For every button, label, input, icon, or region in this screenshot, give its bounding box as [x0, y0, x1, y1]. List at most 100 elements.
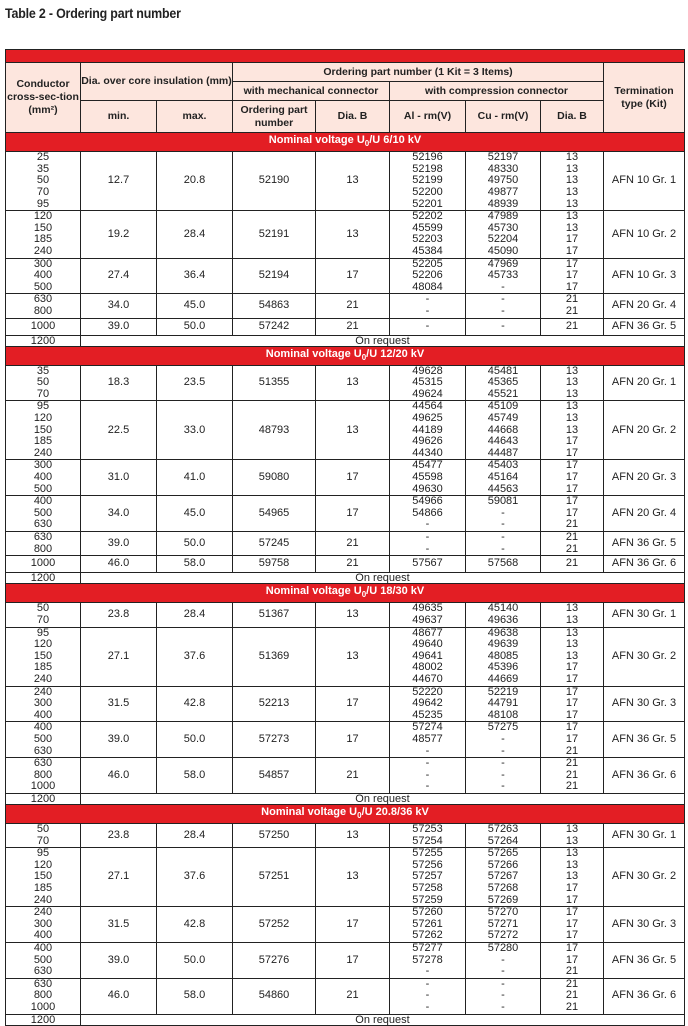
cross-section-cell: 120 150 185 240	[5, 210, 81, 259]
cu-part-cell: 57275- -	[465, 721, 541, 759]
cross-section-cell-value: 630	[33, 531, 53, 543]
cu-part-cell-value: 45164	[487, 471, 519, 484]
cu-part-cell: 45109 45749 44668 44643 44487	[465, 400, 541, 461]
mechanical-dia-cell: 21	[315, 293, 390, 319]
mechanical-dia-cell: 17	[315, 721, 390, 759]
cross-section-cell-value: 800	[33, 768, 53, 781]
al-part-cell-value: 54866	[412, 506, 443, 519]
request-size-cell: 1200	[5, 1013, 81, 1026]
min-cell: 27.1	[80, 626, 157, 687]
compression-dia-cell-value: 17	[565, 697, 579, 710]
section-voltage-heading: Nominal voltage U0/U 12/20 kV	[4, 345, 686, 366]
cross-section-cell: 240 300 400	[5, 906, 81, 943]
cu-part-cell-value: 44643	[487, 435, 519, 448]
min-cell: 23.8	[80, 602, 157, 628]
al-part-cell-value: 45598	[412, 471, 443, 484]
cross-section-cell: 95 120 150 185 240	[5, 847, 81, 908]
cross-section-cell-value: 95	[36, 847, 50, 860]
compression-dia-cell-value: 13	[565, 858, 579, 871]
cu-part-cell-value: -	[501, 744, 505, 757]
cu-part-cell: 52219 44791 48108	[465, 685, 541, 723]
al-part-cell-value: 49625	[412, 412, 443, 425]
cu-part-cell-value: 57263	[487, 823, 519, 836]
cu-part-cell-value: 59081	[487, 495, 519, 508]
cu-part-cell-value: 45733	[487, 269, 519, 282]
max-cell: 50.0	[156, 317, 233, 336]
min-cell: 46.0	[80, 977, 157, 1015]
cross-section-cell: 35 50 70	[5, 364, 81, 402]
cross-section-cell-value: 300	[33, 697, 53, 710]
al-part-cell-value: 54966	[412, 495, 443, 508]
al-part-cell-value: 48084	[412, 280, 443, 293]
compression-dia-cell-value: 13	[565, 221, 579, 234]
al-part-cell: 45477 45598 49630	[389, 459, 466, 497]
cu-part-cell-value: -	[501, 989, 505, 1002]
mechanical-part-cell: 59080	[232, 459, 316, 497]
cu-part-cell: --	[465, 530, 541, 557]
cross-section-cell-value: 630	[33, 757, 53, 770]
cu-part-cell-value: 57268	[487, 882, 519, 895]
cross-section-cell-value: 35	[36, 162, 50, 175]
al-part-cell-value: 52206	[412, 269, 443, 282]
al-part-cell-value: 52202	[412, 210, 443, 223]
termination-cell: AFN 30 Gr. 1	[602, 602, 686, 628]
voltage-subscript: 0	[361, 352, 367, 362]
cu-part-cell-value: 49877	[487, 185, 519, 198]
al-part-cell-value: 49628	[412, 364, 443, 377]
on-request-row: 1200 On request	[5, 792, 686, 805]
al-part-cell-value: 57259	[412, 893, 443, 906]
al-part-cell: 54966 54866-	[389, 495, 466, 532]
compression-dia-cell: 17 17 21	[540, 942, 604, 979]
compression-dia-cell-value: 13	[565, 412, 579, 425]
cross-section-cell-value: 240	[33, 906, 53, 919]
compression-dia-cell-value: 17	[565, 708, 579, 721]
mechanical-part-cell: 54860	[232, 977, 316, 1015]
cross-section-cell-value: 240	[33, 685, 53, 698]
voltage-suffix: /U 18/30 kV	[366, 585, 425, 598]
header-min: min.	[80, 100, 157, 133]
on-request-cell: On request	[79, 572, 686, 585]
cross-section-cell-value: 50	[36, 602, 50, 615]
cross-section-cell-value: 185	[33, 882, 53, 895]
al-part-cell-value: 49635	[412, 602, 443, 615]
max-cell: 45.0	[156, 495, 233, 532]
table-row: 1000 46.0 58.0 59758 21 57567 57568 21 AFN 36 Gr…	[5, 555, 686, 574]
cross-section-cell: 630 800 1000	[5, 757, 81, 794]
termination-cell: AFN 20 Gr. 3	[602, 459, 686, 497]
compression-dia-cell-value: 13	[565, 626, 579, 639]
cu-part-cell-value: -	[501, 293, 505, 306]
al-part-cell: 52220 49642 45235	[389, 685, 466, 723]
max-cell: 45.0	[156, 293, 233, 319]
mechanical-part-cell: 57245	[232, 530, 316, 557]
mechanical-part-cell: 57251	[232, 847, 316, 908]
al-part-cell: ---	[389, 757, 466, 794]
compression-dia-cell-value: 21	[565, 757, 579, 770]
voltage-prefix: Nominal voltage U	[265, 585, 362, 598]
termination-cell: AFN 30 Gr. 3	[602, 906, 686, 943]
cu-part-cell-value: 44669	[487, 672, 519, 685]
compression-dia-cell-value: 13	[565, 376, 579, 389]
al-part-cell: 48677 49640 49641 48002 44670	[389, 626, 466, 687]
cu-part-cell: 49638 49639 48085 45396 44669	[465, 626, 541, 687]
cross-section-cell-value: 185	[33, 233, 53, 246]
compression-dia-cell-value: 17	[565, 882, 579, 895]
cross-section-cell-value: 95	[36, 400, 50, 413]
compression-dia-cell-value: 21	[565, 744, 579, 757]
cu-part-cell: -	[465, 317, 541, 336]
cross-section-cell-value: 120	[33, 858, 53, 871]
compression-dia-cell: 17 17 17	[540, 459, 604, 497]
al-part-cell: 57277 57278-	[389, 942, 466, 979]
termination-cell: AFN 30 Gr. 2	[602, 847, 686, 908]
table-row: 1000 39.0 50.0 57242 21- -21 AFN 36 Gr. 5	[5, 317, 686, 336]
compression-dia-cell-value: 17	[565, 929, 579, 942]
cu-part-cell-value: 45396	[487, 661, 519, 674]
compression-dia-cell-value: 21	[565, 531, 579, 543]
cu-part-cell: 57568	[465, 555, 541, 574]
cu-part-cell-value: 47969	[487, 257, 519, 270]
cu-part-cell-value: -	[501, 506, 505, 519]
min-cell: 27.4	[80, 257, 157, 295]
cu-part-cell: 47969 45733-	[465, 257, 541, 295]
ordering-table: Conductor cross-sec-tion (mm²) Dia. over…	[4, 49, 686, 1026]
cross-section-cell-value: 800	[33, 304, 53, 317]
compression-dia-cell-value: 13	[565, 151, 579, 164]
